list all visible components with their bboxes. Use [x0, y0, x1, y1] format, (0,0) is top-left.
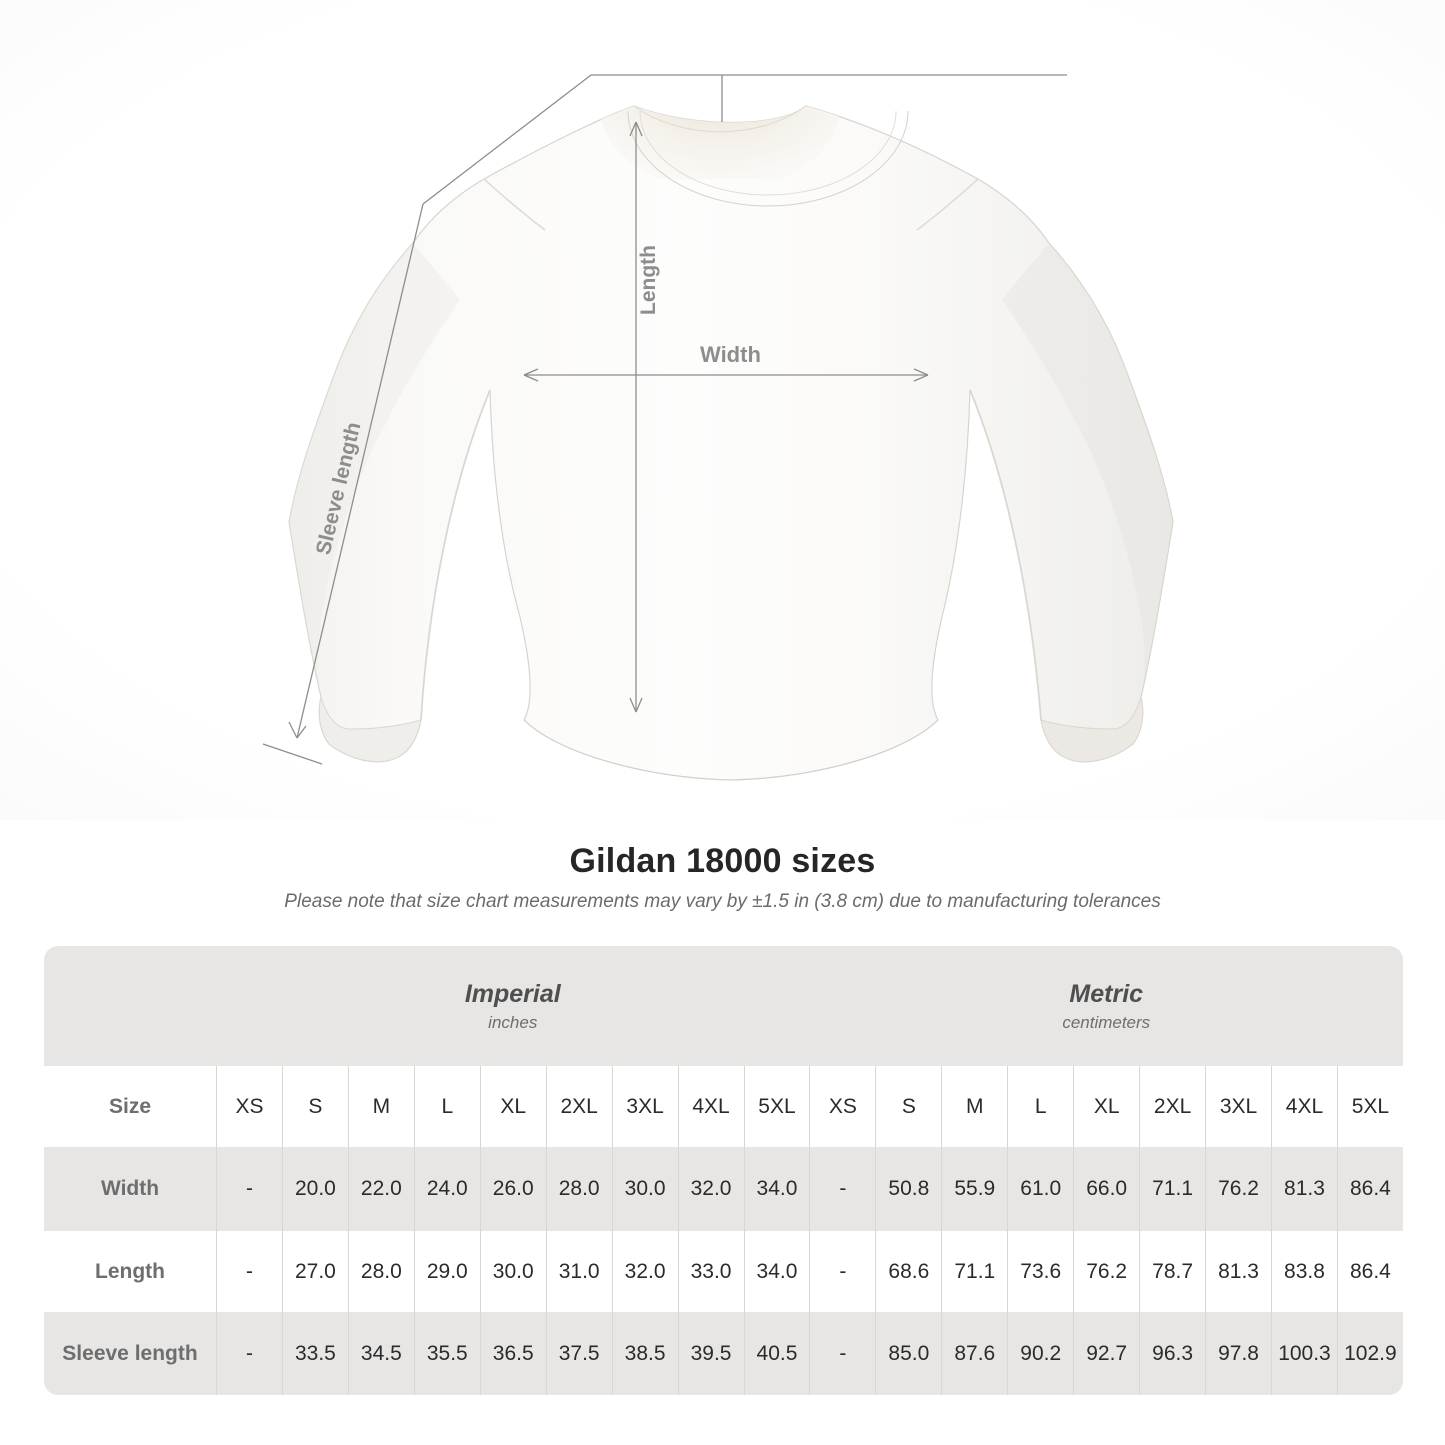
- svg-text:Width: Width: [700, 342, 761, 367]
- svg-text:Length: Length: [637, 245, 660, 315]
